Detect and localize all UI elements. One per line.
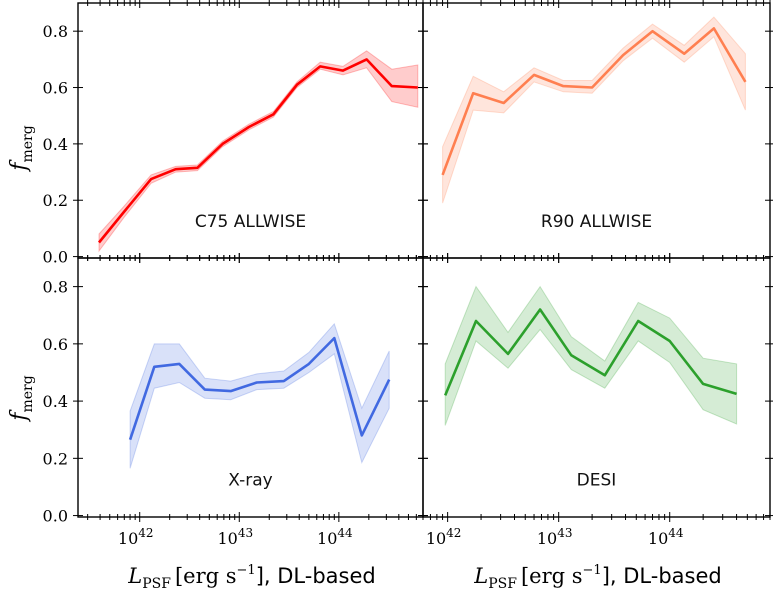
point-x-ray-0 xyxy=(129,439,131,441)
point-x-ray-9 xyxy=(361,434,363,436)
panel-r90-allwise: R90 ALLWISE xyxy=(418,0,773,263)
band-desi xyxy=(444,285,738,426)
point-x-ray-3 xyxy=(204,388,206,390)
band-r90-allwise xyxy=(442,16,746,204)
xtick-label-desi-1: 1043 xyxy=(537,526,573,548)
xlabel-right-units: [erg s xyxy=(521,564,583,588)
point-r90-allwise-7 xyxy=(651,30,653,32)
panel-title-x-ray: X-ray xyxy=(228,471,272,491)
ytick-label-x-ray-2: 0.4 xyxy=(43,392,68,411)
point-c75-allwise-11 xyxy=(365,58,367,60)
svg-text:fmerg: fmerg xyxy=(7,125,36,172)
xtick-label-x-ray-0: 1042 xyxy=(118,526,154,548)
ytick-label-c75-allwise-0: 0.0 xyxy=(43,248,68,267)
point-c75-allwise-12 xyxy=(391,85,393,87)
ytick-label-x-ray-1: 0.2 xyxy=(43,449,68,468)
ylabel-bottom-sub: merg xyxy=(20,375,36,412)
point-x-ray-10 xyxy=(388,378,390,380)
ylabel-bottom: fmerg xyxy=(7,375,36,422)
point-desi-7 xyxy=(669,340,671,342)
xtick-label-desi-0: 1042 xyxy=(426,526,462,548)
svg-text:fmerg: fmerg xyxy=(7,375,36,422)
point-x-ray-8 xyxy=(333,337,335,339)
ytick-label-c75-allwise-4: 0.8 xyxy=(43,22,68,41)
panel-title-desi: DESI xyxy=(577,471,617,491)
xlabel-right: LPSF [erg s−1], DL-based xyxy=(473,563,721,591)
xlabel-left-tail: ], DL-based xyxy=(256,564,376,588)
point-c75-allwise-10 xyxy=(342,69,344,71)
point-r90-allwise-6 xyxy=(622,54,624,56)
point-c75-allwise-5 xyxy=(221,143,223,145)
point-c75-allwise-2 xyxy=(150,178,152,180)
point-c75-allwise-6 xyxy=(248,126,250,128)
point-x-ray-2 xyxy=(178,363,180,365)
point-r90-allwise-4 xyxy=(562,85,564,87)
ylabel-top: fmerg xyxy=(7,125,36,172)
ytick-label-x-ray-0: 0.0 xyxy=(43,507,68,526)
point-r90-allwise-2 xyxy=(503,102,505,104)
point-r90-allwise-8 xyxy=(683,53,685,55)
point-x-ray-7 xyxy=(308,363,310,365)
point-x-ray-5 xyxy=(256,381,258,383)
point-r90-allwise-5 xyxy=(591,86,593,88)
band-c75-allwise xyxy=(98,50,419,253)
xlabel-left: LPSF [erg s−1], DL-based xyxy=(127,563,375,591)
panel-title-c75-allwise: C75 ALLWISE xyxy=(195,212,306,232)
point-desi-4 xyxy=(570,354,572,356)
point-desi-3 xyxy=(539,308,541,310)
point-r90-allwise-9 xyxy=(713,27,715,29)
point-c75-allwise-7 xyxy=(272,113,274,115)
point-c75-allwise-9 xyxy=(319,65,321,67)
panel-title-r90-allwise: R90 ALLWISE xyxy=(541,212,652,232)
xtick-label-desi-2: 1044 xyxy=(648,526,684,548)
point-r90-allwise-10 xyxy=(744,81,746,83)
xlabel-left-sub: PSF xyxy=(142,576,171,591)
line-desi xyxy=(443,308,737,396)
point-c75-allwise-8 xyxy=(296,84,298,86)
panel-desi: 1042 1043 1044 DESI xyxy=(418,253,773,548)
ytick-label-c75-allwise-1: 0.2 xyxy=(43,191,68,210)
panel-c75-allwise: 0.0 0.2 0.4 0.6 0.8 C75 ALLWISE xyxy=(43,0,428,267)
point-desi-0 xyxy=(444,394,446,396)
line-r90-allwise xyxy=(441,27,747,176)
ylabel-top-sub: merg xyxy=(20,125,36,162)
xlabel-right-tail: ], DL-based xyxy=(602,564,722,588)
line-x-ray xyxy=(128,336,391,441)
point-desi-8 xyxy=(702,383,704,385)
point-c75-allwise-0 xyxy=(98,241,100,243)
point-c75-allwise-3 xyxy=(175,168,177,170)
xlabel-left-main: L xyxy=(127,564,142,588)
point-desi-9 xyxy=(735,393,737,395)
ytick-label-x-ray-3: 0.6 xyxy=(43,335,68,354)
xtick-label-x-ray-2: 1044 xyxy=(317,526,353,548)
panel-x-ray: 0.0 0.2 0.4 0.6 0.8 1042 1043 1044 X-ray xyxy=(43,253,428,548)
point-desi-6 xyxy=(637,320,639,322)
ytick-label-c75-allwise-2: 0.4 xyxy=(43,135,68,154)
line-c75-allwise xyxy=(97,58,418,244)
ytick-label-x-ray-4: 0.8 xyxy=(43,278,68,297)
point-x-ray-6 xyxy=(283,380,285,382)
point-c75-allwise-1 xyxy=(123,210,125,212)
point-x-ray-1 xyxy=(153,366,155,368)
xlabel-right-sub: PSF xyxy=(488,576,517,591)
point-r90-allwise-3 xyxy=(533,74,535,76)
xtick-label-x-ray-1: 1043 xyxy=(217,526,253,548)
ytick-label-c75-allwise-3: 0.6 xyxy=(43,79,68,98)
point-desi-2 xyxy=(507,353,509,355)
point-r90-allwise-1 xyxy=(472,92,474,94)
band-x-ray xyxy=(129,322,390,469)
frame-desi xyxy=(422,257,771,518)
xlabel-right-main: L xyxy=(473,564,488,588)
point-desi-1 xyxy=(475,320,477,322)
point-desi-5 xyxy=(604,374,606,376)
xlabel-left-exp: −1 xyxy=(237,563,256,578)
xlabel-right-exp: −1 xyxy=(583,563,602,578)
point-r90-allwise-0 xyxy=(441,174,443,176)
xlabel-left-units: [erg s xyxy=(175,564,237,588)
point-x-ray-4 xyxy=(230,390,232,392)
point-c75-allwise-4 xyxy=(196,167,198,169)
